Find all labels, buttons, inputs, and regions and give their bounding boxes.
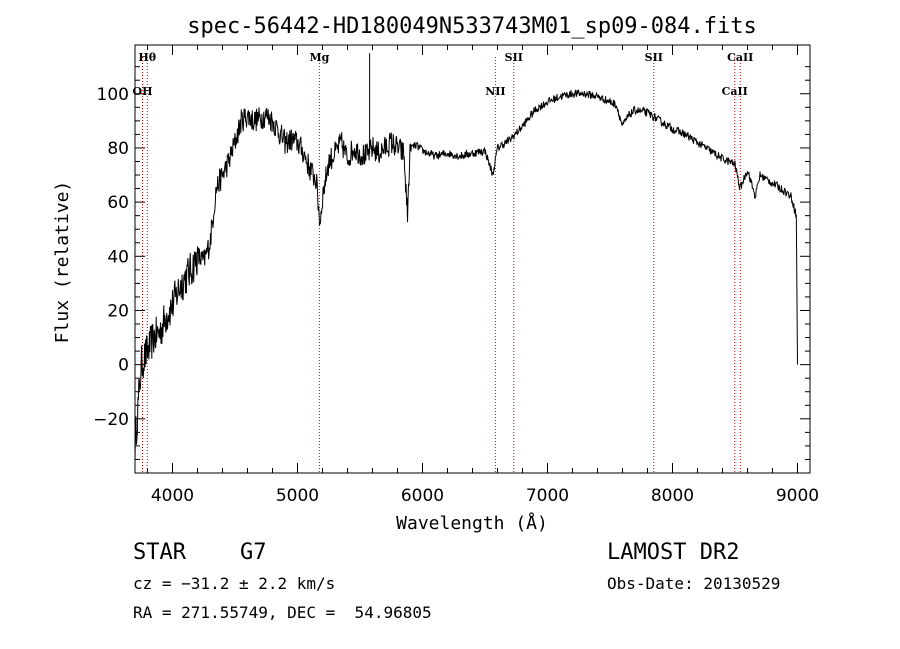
observation-date: Obs-Date: 20130529: [607, 574, 781, 593]
x-tick-label: 5000: [276, 486, 319, 506]
y-tick-label: 0: [118, 356, 129, 376]
spectral-line-label: SII: [505, 51, 523, 64]
x-tick-label: 4000: [151, 486, 194, 506]
spectral-line-label: OH: [133, 85, 153, 98]
survey-name: LAMOST DR2: [607, 540, 740, 565]
y-tick-label: 20: [107, 301, 129, 321]
x-tick-label: 7000: [526, 486, 569, 506]
object-class: STAR: [133, 540, 186, 565]
x-tick-label: 8000: [651, 486, 694, 506]
spectrum-line: [134, 88, 798, 462]
x-tick-label: 9000: [776, 486, 819, 506]
chart-title: spec-56442-HD180049N533743M01_sp09-084.f…: [187, 14, 757, 39]
coordinates-text: RA = 271.55749, DEC = 54.96805: [133, 603, 432, 622]
x-axis-label: Wavelength (Å): [396, 512, 548, 534]
redshift-text: cz = −31.2 ± 2.2 km/s: [133, 574, 336, 593]
plot-frame: [134, 44, 811, 474]
spectral-line-label: CaII: [722, 85, 748, 98]
x-tick-label: 6000: [401, 486, 444, 506]
spectral-line-label: SII: [645, 51, 663, 64]
y-axis-label: Flux (relative): [52, 181, 73, 344]
y-tick-label: 60: [107, 193, 129, 213]
y-tick-label: 40: [107, 247, 129, 267]
y-tick-label: 80: [107, 139, 129, 159]
spectral-line-label: Hθ: [138, 51, 156, 64]
plot-area: 4000 5000 6000 7000 8000 9000 −20 0 20 40 60 80 100 H…: [93, 44, 819, 506]
spectral-line-label: CaII: [727, 51, 753, 64]
y-tick-label: −20: [93, 410, 129, 430]
y-tick-label: 100: [97, 85, 129, 105]
spectral-line-label: Mg: [309, 51, 329, 64]
object-subclass: G7: [240, 540, 267, 565]
spectral-line-label: NII: [485, 85, 505, 98]
